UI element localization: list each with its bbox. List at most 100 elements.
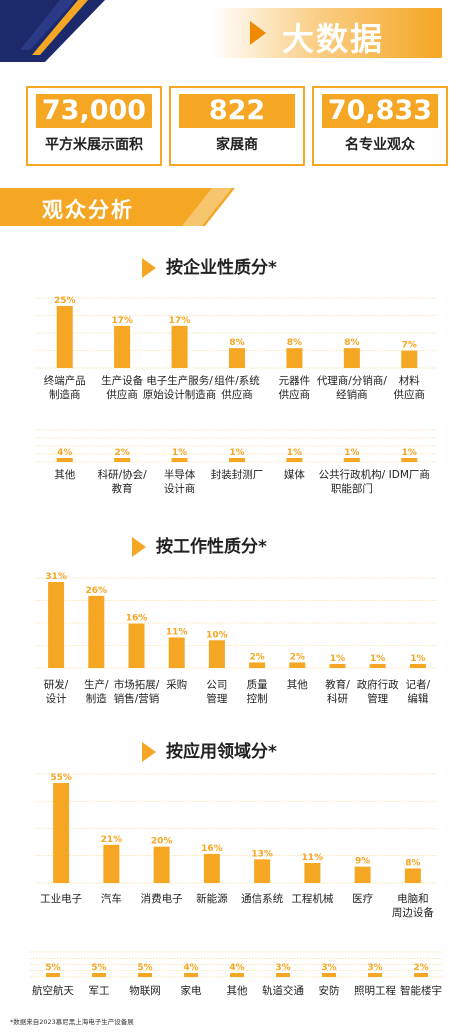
- page-title: 大数据: [282, 20, 385, 58]
- category-label: 教育: [112, 482, 133, 495]
- value-label: 1%: [370, 654, 385, 664]
- category-label: 材料: [399, 374, 420, 387]
- category-label: 工业电子: [40, 892, 82, 905]
- bar: [184, 973, 198, 977]
- bar: [203, 853, 220, 883]
- value-label: 20%: [151, 837, 173, 847]
- value-label: 11%: [302, 853, 324, 863]
- category-label: 供应商: [106, 388, 138, 401]
- arrow-icon: [142, 742, 156, 762]
- bar: [88, 595, 105, 668]
- arrow-icon: [250, 21, 266, 45]
- value-label: 8%: [229, 338, 244, 348]
- bar: [254, 859, 271, 883]
- value-label: 1%: [330, 654, 345, 664]
- value-label: 1%: [172, 448, 187, 458]
- value-label: 16%: [126, 614, 148, 624]
- bar: [329, 664, 346, 668]
- value-label: 13%: [251, 849, 273, 859]
- chart-title-job: 按工作性质分*: [132, 532, 267, 557]
- bar: [368, 973, 382, 977]
- bar: [153, 846, 170, 883]
- bar: [229, 348, 245, 368]
- value-label: 3%: [275, 963, 290, 973]
- category-label: 智能楼宇: [400, 984, 442, 997]
- category-label: 军工: [89, 985, 110, 997]
- stat-card-visitors: 70,833 名专业观众: [312, 86, 448, 166]
- bar: [404, 868, 421, 883]
- category-label: 教育/: [325, 678, 350, 691]
- bar: [114, 325, 131, 368]
- bar: [286, 348, 303, 368]
- category-label: 元器件: [279, 375, 311, 387]
- value-label: 17%: [169, 316, 191, 326]
- value-label: 4%: [229, 963, 244, 973]
- bar: [230, 973, 244, 977]
- corner-decoration: [0, 0, 105, 62]
- category-label: 销售/营销: [114, 692, 160, 705]
- bar: [289, 662, 306, 668]
- arrow-icon: [132, 537, 146, 557]
- bar: [56, 458, 73, 462]
- value-label: 25%: [54, 296, 76, 306]
- bar: [171, 325, 188, 368]
- bar: [369, 664, 386, 668]
- value-label: 1%: [344, 448, 359, 458]
- category-label: IDM厂商: [389, 468, 430, 481]
- value-label: 8%: [405, 858, 420, 868]
- arrow-icon: [142, 258, 156, 278]
- value-label: 3%: [321, 963, 336, 973]
- bar: [114, 458, 131, 462]
- value-label: 21%: [101, 835, 123, 845]
- category-label: 医疗: [352, 892, 373, 905]
- chart-title-enterprise: 按企业性质分*: [142, 253, 277, 278]
- bar: [56, 306, 73, 368]
- category-label: 电子生产服务/: [146, 374, 213, 387]
- value-label: 9%: [355, 857, 370, 867]
- category-label: 汽车: [101, 892, 122, 905]
- bar: [401, 458, 418, 462]
- bar: [92, 973, 106, 977]
- value-label: 2%: [290, 652, 305, 662]
- category-label: 代理商/分销商/: [317, 374, 388, 387]
- category-label: 政府行政: [357, 678, 399, 691]
- value-label: 1%: [229, 448, 244, 458]
- bar: [53, 783, 70, 883]
- category-label: 生产设备: [101, 374, 143, 387]
- category-label: 照明工程: [354, 985, 396, 997]
- category-label: 半导体: [164, 468, 196, 481]
- category-label: 供应商: [221, 388, 253, 401]
- bar: [304, 863, 321, 883]
- category-label: 安防: [319, 984, 340, 997]
- bar: [171, 458, 188, 462]
- value-label: 2%: [249, 652, 264, 662]
- category-label: 轨道交通: [262, 984, 304, 997]
- value-label: 16%: [201, 844, 223, 854]
- value-label: 1%: [402, 448, 417, 458]
- category-label: 媒体: [284, 468, 305, 481]
- category-label: 供应商: [394, 388, 426, 401]
- value-label: 3%: [367, 963, 382, 973]
- category-label: 科研/协会/: [98, 468, 148, 481]
- stat-value: 822: [179, 94, 295, 128]
- bar: [343, 348, 360, 368]
- value-label: 2%: [413, 963, 428, 973]
- value-label: 26%: [86, 586, 108, 596]
- value-label: 17%: [111, 316, 133, 326]
- stat-label: 名专业观众: [345, 137, 415, 153]
- value-label: 5%: [91, 963, 106, 973]
- category-label: 终端产品: [44, 374, 86, 387]
- category-label: 新能源: [196, 892, 228, 905]
- category-label: 控制: [247, 692, 268, 705]
- category-label: 组件/系统: [214, 374, 260, 387]
- category-label: 科研: [327, 692, 348, 705]
- category-label: 供应商: [279, 388, 311, 401]
- value-label: 5%: [137, 963, 152, 973]
- value-label: 7%: [402, 341, 417, 351]
- category-label: 其他: [227, 984, 248, 997]
- bar: [354, 866, 371, 883]
- category-label: 物联网: [129, 984, 161, 997]
- stat-card-area: 73,000 平方米展示面积: [26, 86, 162, 166]
- bar: [276, 973, 290, 977]
- category-label: 其他: [54, 468, 75, 481]
